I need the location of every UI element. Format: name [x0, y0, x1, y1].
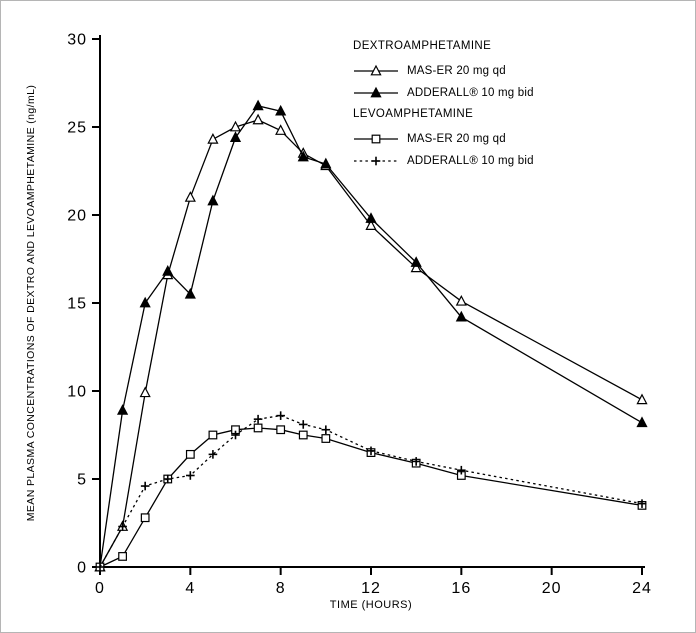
legend-item-label: ADDERALL® 10 mg bid	[407, 154, 534, 167]
x-tick-label: 16	[451, 580, 471, 597]
legend-item: MAS-ER 20 mg qd	[353, 130, 534, 147]
legend-item-label: MAS-ER 20 mg qd	[407, 64, 506, 77]
square-open-icon	[354, 134, 398, 143]
triangle-filled-icon	[354, 86, 398, 97]
triangle-open-icon	[354, 64, 398, 75]
y-axis-title: MEAN PLASMA CONCENTRATIONS OF DEXTRO AND…	[25, 84, 37, 522]
series-plus	[95, 411, 647, 572]
legend-group-label: LEVOAMPHETAMINE	[353, 108, 474, 120]
legend-item: ADDERALL® 10 mg bid	[353, 152, 534, 169]
series-triangle-open	[94, 113, 648, 572]
x-tick-label: 8	[276, 580, 286, 597]
x-tick-label: 4	[185, 580, 195, 597]
axes: 0 5 10 15 20 25 30 0 4 8 12 16 20 24	[67, 32, 652, 598]
legend-item-label: MAS-ER 20 mg qd	[407, 132, 506, 145]
x-axis-title: TIME (HOURS)	[329, 599, 413, 611]
x-tick-label: 12	[361, 580, 381, 597]
legend-item: ADDERALL® 10 mg bid	[353, 84, 534, 101]
plus-icon	[354, 156, 398, 165]
y-tick-label: 30	[67, 32, 87, 49]
y-tick-label: 0	[77, 560, 87, 577]
x-tick-label: 24	[632, 580, 652, 597]
chart-legend: DEXTROAMPHETAMINE MAS-ER 20 mg qd ADDERALL…	[353, 33, 534, 174]
legend-group-label: DEXTROAMPHETAMINE	[353, 40, 492, 52]
y-tick-label: 25	[67, 120, 87, 137]
y-tick-label: 20	[67, 208, 87, 225]
x-tick-label: 0	[95, 580, 105, 597]
series-square-open	[95, 423, 647, 572]
y-tick-label: 10	[67, 384, 87, 401]
x-tick-label: 20	[542, 580, 562, 597]
legend-item-label: ADDERALL® 10 mg bid	[407, 86, 534, 99]
y-tick-label: 15	[67, 296, 87, 313]
y-tick-label: 5	[77, 472, 87, 489]
legend-item: MAS-ER 20 mg qd	[353, 62, 534, 79]
